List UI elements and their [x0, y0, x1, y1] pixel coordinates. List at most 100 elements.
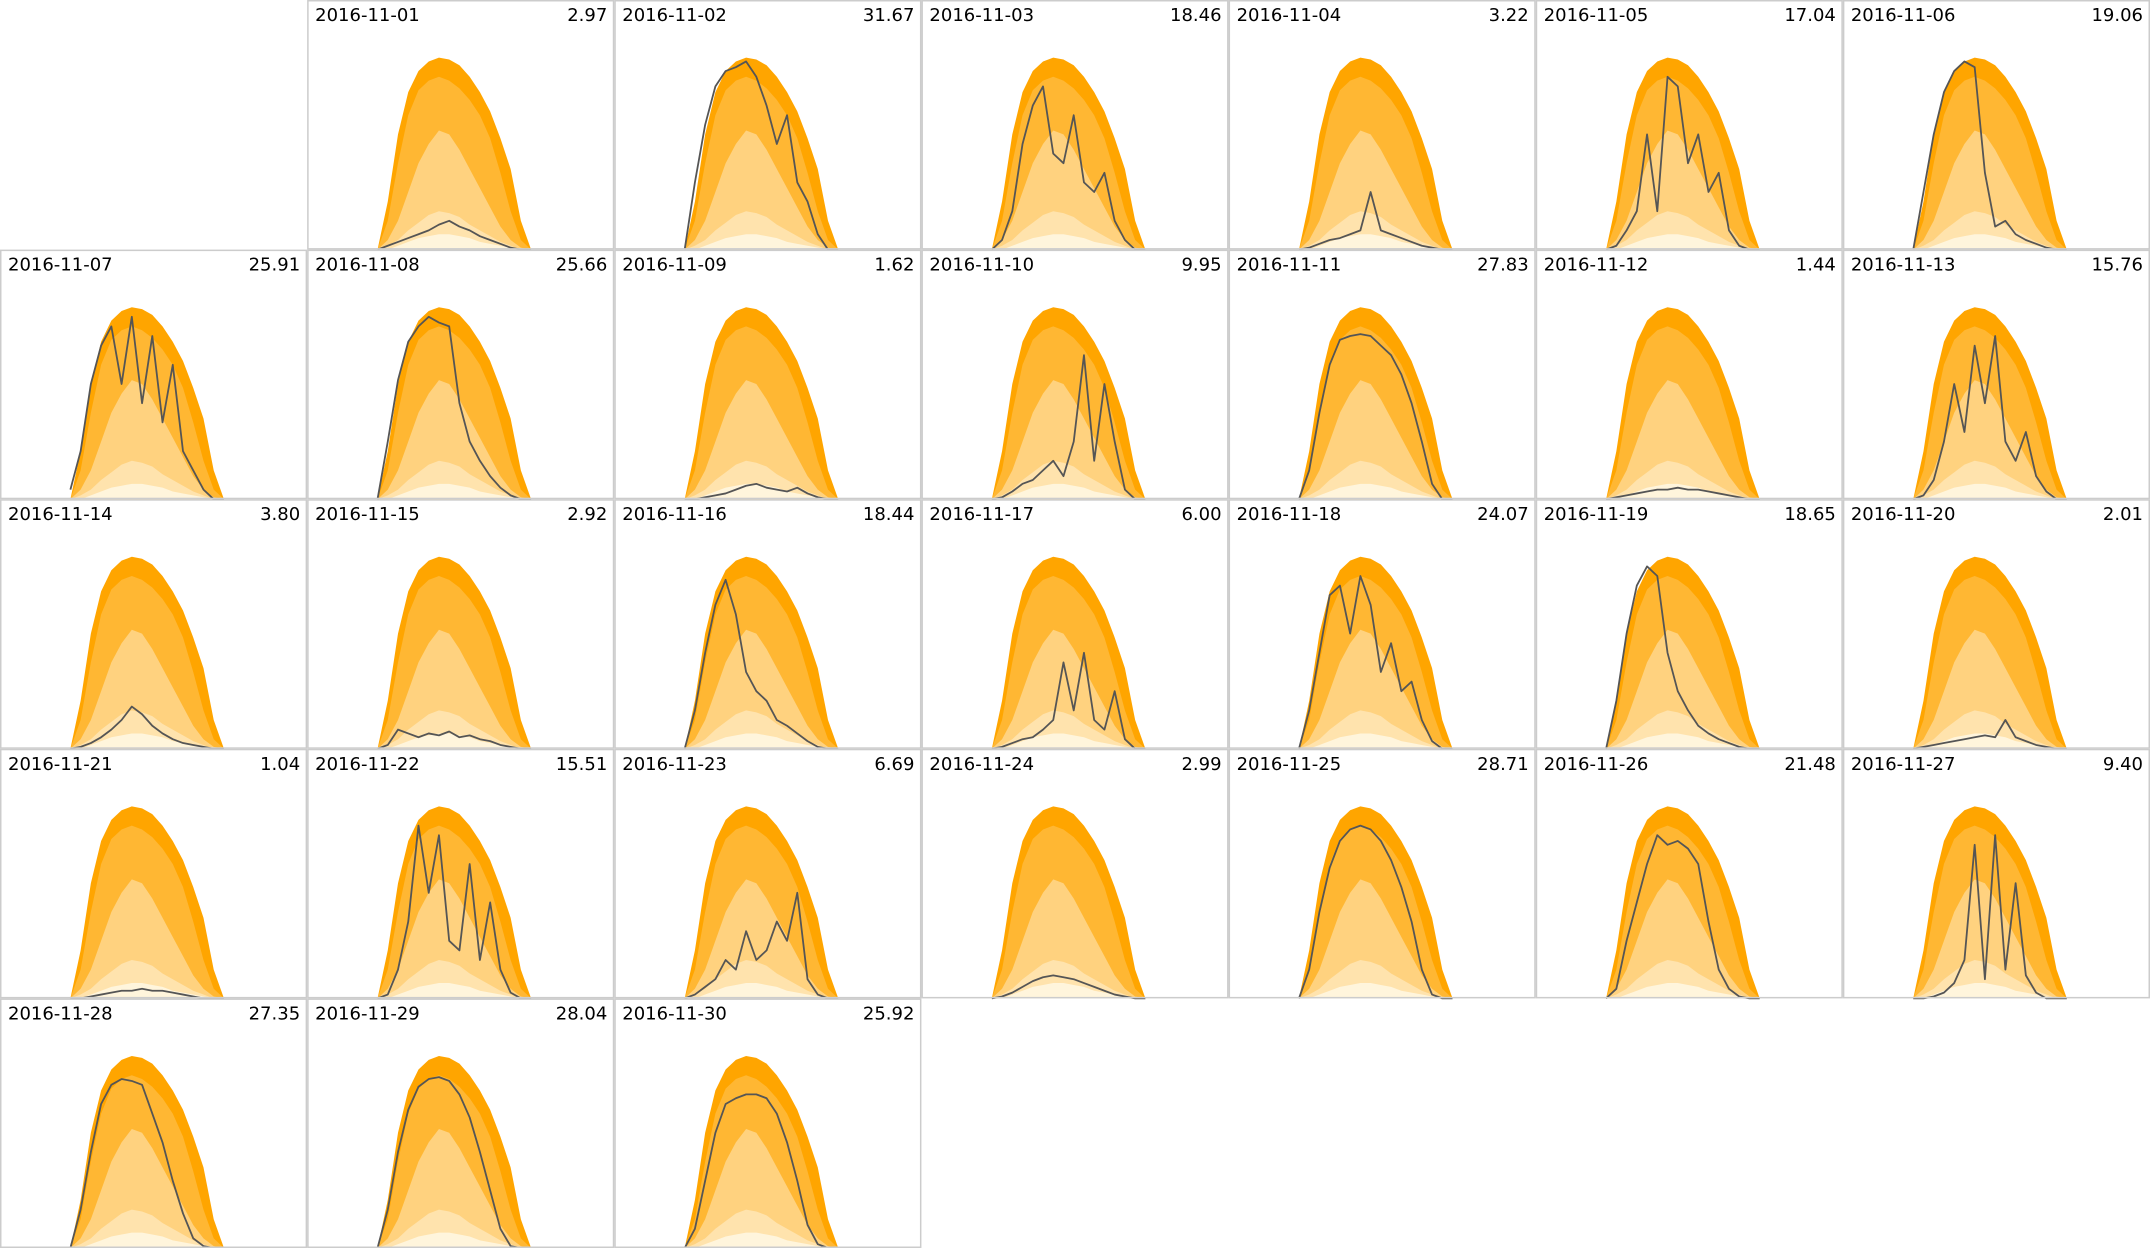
day-line — [69, 315, 224, 501]
date-label: 2016-11-22 — [315, 754, 420, 775]
cell-border — [1842, 748, 2150, 999]
cell-border — [1842, 499, 2150, 749]
percentile-band — [70, 1232, 224, 1248]
percentile-band — [1606, 733, 1760, 749]
percentile-band — [377, 983, 532, 999]
day-cell: 2016-11-14 3.80 — [0, 499, 308, 750]
cell-border — [307, 998, 615, 1248]
day-cell: 2016-11-17 6.00 — [921, 499, 1229, 750]
date-label: 2016-11-05 — [1544, 5, 1649, 26]
cell-border — [1535, 0, 1843, 250]
percentile-band — [1298, 983, 1453, 999]
percentile-band — [377, 629, 532, 749]
day-line — [1298, 824, 1453, 1000]
cell-border — [921, 748, 1229, 999]
day-line — [1298, 575, 1453, 750]
total-label: 2.01 — [2103, 504, 2143, 525]
percentile-band — [1606, 380, 1760, 500]
percentile-band — [684, 234, 839, 250]
total-label: 27.83 — [1477, 255, 1529, 276]
percentile-band — [1913, 130, 2067, 250]
date-label: 2016-11-17 — [929, 504, 1034, 525]
day-line — [1605, 486, 1760, 501]
day-cell: 2016-11-26 21.48 — [1535, 748, 1843, 1000]
cell-border — [921, 249, 1229, 500]
cell-border — [1228, 499, 1536, 749]
total-label: 15.76 — [2091, 255, 2143, 276]
date-label: 2016-11-03 — [929, 5, 1034, 26]
day-line — [1912, 335, 2067, 501]
cell-border — [614, 748, 922, 999]
cell-border — [1535, 499, 1843, 749]
total-label: 28.71 — [1477, 754, 1529, 775]
day-line — [1913, 834, 2067, 1000]
cell-border — [0, 998, 308, 1248]
day-cell: 2016-11-30 25.92 — [614, 998, 922, 1248]
percentile-band — [377, 1232, 532, 1248]
day-cell: 2016-11-09 1.62 — [614, 249, 922, 501]
total-label: 18.46 — [1170, 5, 1222, 26]
cell-border — [921, 0, 1229, 250]
day-cell: 2016-11-23 6.69 — [614, 748, 922, 1000]
percentile-band — [684, 1128, 839, 1248]
percentile-band — [684, 380, 839, 500]
percentile-band — [1913, 629, 2067, 749]
date-label: 2016-11-04 — [1237, 5, 1342, 26]
day-cell: 2016-11-24 2.99 — [921, 748, 1229, 1000]
date-label: 2016-11-12 — [1544, 255, 1649, 276]
cell-border — [1842, 0, 2150, 250]
total-label: 18.65 — [1784, 504, 1836, 525]
total-label: 21.48 — [1784, 754, 1836, 775]
total-label: 25.91 — [249, 255, 301, 276]
percentile-band — [991, 234, 1146, 250]
percentile-band — [1606, 879, 1760, 999]
day-cell: 2016-11-10 9.95 — [921, 249, 1229, 501]
percentile-band — [377, 1128, 532, 1248]
date-label: 2016-11-25 — [1237, 754, 1342, 775]
day-line — [376, 315, 532, 501]
percentile-band — [70, 733, 224, 749]
day-cell: 2016-11-21 1.04 — [0, 748, 308, 1000]
total-label: 1.04 — [260, 754, 300, 775]
percentile-band — [1913, 483, 2067, 500]
date-label: 2016-11-14 — [8, 504, 113, 525]
total-label: 6.00 — [1181, 504, 1221, 525]
day-cell: 2016-11-12 1.44 — [1535, 249, 1843, 501]
day-line — [1605, 75, 1760, 251]
cell-border — [1535, 249, 1843, 500]
date-label: 2016-11-09 — [622, 255, 727, 276]
day-line — [991, 651, 1146, 750]
percentile-band — [1298, 629, 1453, 749]
cell-border — [614, 249, 922, 500]
date-label: 2016-11-02 — [622, 5, 727, 26]
date-label: 2016-11-23 — [622, 754, 727, 775]
total-label: 1.44 — [1796, 255, 1836, 276]
date-label: 2016-11-13 — [1851, 255, 1956, 276]
day-line — [991, 354, 1146, 501]
day-cell: 2016-11-03 18.46 — [921, 0, 1229, 251]
date-label: 2016-11-20 — [1851, 504, 1956, 525]
total-label: 17.04 — [1784, 5, 1836, 26]
percentile-band — [70, 380, 224, 500]
day-line — [684, 482, 839, 501]
cell-border — [1842, 249, 2150, 500]
percentile-band — [1298, 234, 1453, 250]
day-cell: 2016-11-22 15.51 — [307, 748, 615, 1000]
date-label: 2016-11-15 — [315, 504, 420, 525]
day-cell: 2016-11-11 27.83 — [1228, 249, 1536, 501]
date-label: 2016-11-30 — [622, 1003, 727, 1024]
total-label: 24.07 — [1477, 504, 1529, 525]
day-cell: 2016-11-05 17.04 — [1535, 0, 1843, 251]
percentile-band — [377, 483, 532, 500]
percentile-band — [991, 380, 1146, 500]
percentile-band — [70, 879, 224, 999]
day-cell: 2016-11-16 18.44 — [614, 499, 922, 750]
day-cell: 2016-11-29 28.04 — [307, 998, 615, 1248]
percentile-band — [991, 130, 1146, 250]
percentile-band — [1298, 483, 1453, 500]
date-label: 2016-11-08 — [315, 255, 420, 276]
percentile-band — [1913, 380, 2067, 500]
date-label: 2016-11-18 — [1237, 504, 1342, 525]
percentile-band — [684, 629, 839, 749]
